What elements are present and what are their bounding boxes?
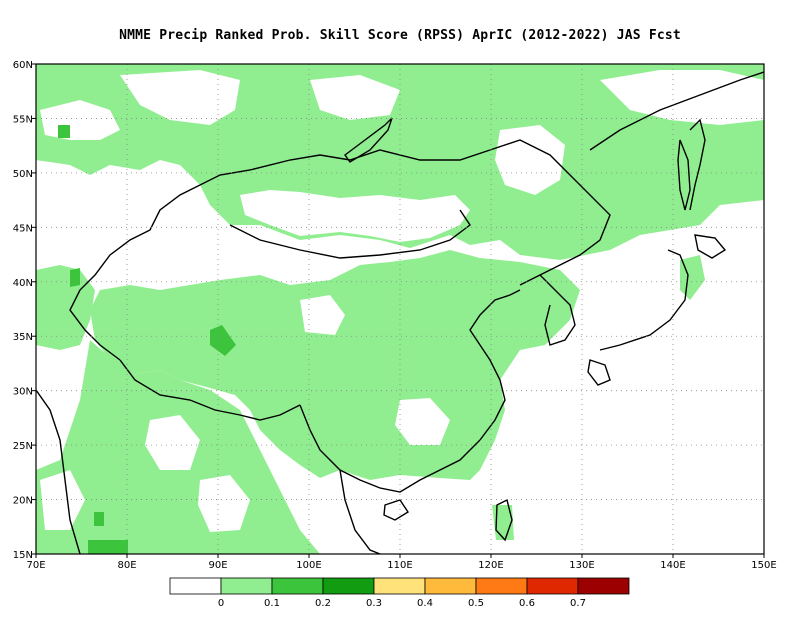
skill-region-japan — [680, 255, 705, 300]
colorbar-label: 0 — [218, 598, 224, 609]
skill-region-central — [90, 250, 580, 480]
colorbar: 0 0.1 0.2 0.3 0.4 0.5 0.6 0.7 — [169, 577, 630, 609]
colorbar-swatch — [475, 577, 528, 595]
colorbar-swatch — [220, 577, 273, 595]
indochina-coast — [339, 469, 381, 554]
colorbar-swatch — [373, 577, 426, 595]
lat-tick-label: 30N — [13, 387, 33, 398]
lon-tick-label: 100E — [296, 560, 321, 571]
lat-tick-label: 20N — [13, 496, 33, 507]
colorbar-label: 0.6 — [519, 598, 535, 609]
hokkaido-coast — [694, 234, 727, 259]
lon-tick-label: 130E — [569, 560, 594, 571]
skill-patch-west — [70, 268, 80, 287]
lat-tick-label: 50N — [13, 169, 33, 180]
lat-tick-label: 40N — [13, 278, 33, 289]
taiwan-coast — [495, 498, 513, 542]
lat-tick-label: 15N — [13, 550, 33, 561]
skill-patch-india-1 — [88, 540, 128, 554]
skill-region-west — [36, 265, 95, 350]
skill-patch-india-2 — [94, 512, 104, 526]
grid-lines — [36, 64, 764, 554]
sakhalin-coast — [677, 139, 691, 211]
china-east-coast — [469, 289, 521, 441]
chart-title: NMME Precip Ranked Prob. Skill Score (RP… — [119, 28, 681, 43]
lat-tick-label: 45N — [13, 223, 33, 234]
colorbar-swatch — [169, 577, 222, 595]
hainan-coast — [383, 499, 409, 521]
colorbar-label: 0.7 — [570, 598, 586, 609]
china-west-border — [69, 184, 201, 361]
okhotsk-coast — [589, 71, 764, 151]
lon-tick-label: 140E — [660, 560, 685, 571]
no-skill-central-1 — [300, 295, 345, 335]
china-south-border — [299, 404, 481, 493]
lon-tick-label: 80E — [117, 560, 136, 571]
colorbar-swatch — [271, 577, 324, 595]
no-skill-central-2 — [395, 398, 450, 445]
lat-tick-label: 25N — [13, 441, 33, 452]
colorbar-swatch — [424, 577, 477, 595]
colorbar-label: 0.2 — [315, 598, 331, 609]
skill-patch-nw — [58, 125, 70, 138]
lake-baikal — [344, 117, 393, 163]
lon-tick-label: 110E — [387, 560, 412, 571]
no-skill-north-1 — [120, 70, 240, 125]
lat-tick-label: 35N — [13, 332, 33, 343]
no-skill-india-2 — [198, 475, 250, 532]
colorbar-label: 0.1 — [264, 598, 280, 609]
korea-coast — [539, 274, 576, 346]
kamchatka-coast — [689, 118, 706, 211]
mongolia-border — [229, 209, 471, 259]
lon-tick-label: 90E — [208, 560, 227, 571]
colorbar-label: 0.5 — [468, 598, 484, 609]
kyushu-coast — [587, 359, 611, 386]
lon-tick-label: 150E — [751, 560, 776, 571]
colorbar-swatch — [526, 577, 579, 595]
lat-tick-label: 60N — [13, 60, 33, 71]
coastlines — [36, 71, 764, 554]
skill-field — [36, 64, 764, 554]
no-skill-north-3 — [600, 70, 764, 125]
colorbar-swatch — [577, 577, 630, 595]
lon-tick-label: 120E — [478, 560, 503, 571]
skill-patch-tibet — [210, 325, 236, 356]
colorbar-swatch — [322, 577, 375, 595]
colorbar-label: 0.4 — [417, 598, 433, 609]
no-skill-india-1 — [145, 415, 200, 470]
no-skill-india-3 — [40, 470, 85, 530]
no-skill-mongolia — [240, 190, 470, 242]
no-skill-north-2 — [310, 75, 400, 120]
lon-tick-label: 70E — [26, 560, 45, 571]
china-north-border — [199, 139, 611, 286]
himalaya-border — [119, 359, 301, 421]
japan-coast — [599, 249, 689, 351]
colorbar-label: 0.3 — [366, 598, 382, 609]
india-coast — [36, 389, 81, 554]
lat-tick-label: 55N — [13, 114, 33, 125]
